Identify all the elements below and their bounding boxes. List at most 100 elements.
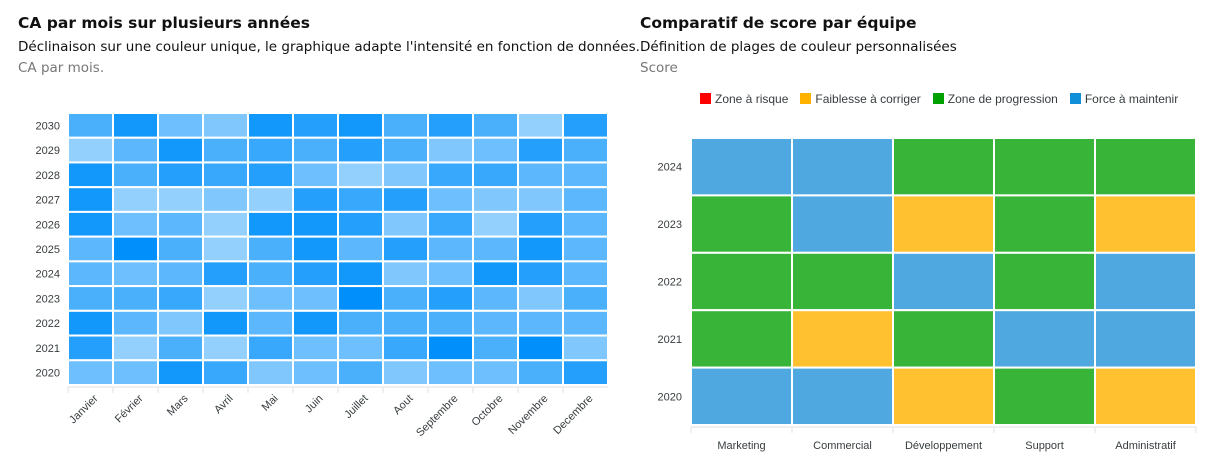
heatmap-cell [247, 359, 294, 387]
heatmap-cell [472, 136, 519, 164]
heatmap-cell [427, 186, 474, 213]
heatmap-cell [427, 210, 474, 238]
legend-item[interactable]: Zone de progression [932, 92, 1058, 106]
heatmap-cell [292, 235, 339, 263]
heatmap-cell [993, 366, 1096, 427]
heatmap-cell [112, 334, 159, 362]
heatmap-cell [337, 112, 384, 139]
heatmap-cell [517, 260, 564, 288]
heatmap-cell [427, 136, 474, 164]
x-tick-label: Développement [905, 440, 982, 452]
heatmap-cell [690, 309, 793, 369]
heatmap-cell [112, 309, 159, 337]
legend-swatch [932, 93, 944, 104]
heatmap-cell [791, 251, 894, 312]
heatmap-cell [112, 260, 159, 288]
heatmap-cell [292, 309, 339, 337]
heatmap-cell [157, 309, 204, 337]
heatmap-cell [382, 334, 429, 362]
heatmap-cell [112, 186, 159, 213]
heatmap-cell [292, 112, 339, 139]
heatmap-cell [157, 235, 204, 263]
heatmap-cell [337, 285, 384, 312]
heatmap-cell [337, 235, 384, 263]
heatmap-cell [562, 260, 609, 288]
y-tick-label: 2030 [36, 120, 60, 132]
x-tick-label: Mars [165, 392, 191, 418]
heatmap-cell [292, 285, 339, 312]
x-tick-label: Commercial [813, 440, 872, 452]
heatmap-cell [472, 285, 519, 312]
x-tick-label: Marketing [717, 440, 765, 452]
heatmap-cell [247, 260, 294, 288]
heatmap-cell [247, 112, 294, 139]
y-tick-label: 2020 [658, 391, 682, 403]
heatmap-cell [427, 161, 474, 189]
heatmap-cell [517, 334, 564, 362]
heatmap-cell [690, 251, 793, 312]
heatmap-cell [202, 309, 249, 337]
heatmap-cell [202, 136, 249, 164]
legend-item[interactable]: Faiblesse à corriger [800, 92, 921, 106]
heatmap-cell [112, 210, 159, 238]
heatmap-cell [791, 137, 894, 197]
heatmap-cell [993, 194, 1096, 254]
heatmap-cell [382, 136, 429, 164]
heatmap-cell [427, 235, 474, 263]
heatmap-cell [517, 309, 564, 337]
heatmap-cell [202, 359, 249, 387]
heatmap-cell [1094, 309, 1197, 369]
heatmap-cell [892, 251, 995, 312]
heatmap-cell [382, 210, 429, 238]
heatmap-cell [337, 260, 384, 288]
x-tick-label: Decembre [551, 393, 595, 437]
heatmap-cell [247, 334, 294, 362]
heatmap-cell [157, 359, 204, 387]
heatmap-cell [427, 309, 474, 337]
heatmap-cell [993, 137, 1096, 197]
heatmap-cell [472, 334, 519, 362]
left-chart-title: CA par mois sur plusieurs années [18, 14, 310, 32]
heatmap-cell [517, 235, 564, 263]
legend-label: Faiblesse à corriger [815, 92, 921, 106]
heatmap-cell [1094, 366, 1197, 427]
heatmap-cell [1094, 137, 1197, 197]
heatmap-cell [112, 235, 159, 263]
heatmap-cell [690, 137, 793, 197]
y-tick-label: 2024 [36, 269, 60, 281]
y-tick-label: 2025 [36, 244, 60, 256]
x-tick-label: Administratif [1115, 440, 1176, 452]
x-tick-label: Octobre [469, 393, 505, 429]
heatmap-cell [427, 260, 474, 288]
heatmap-cell [993, 251, 1096, 312]
y-tick-label: 2027 [36, 195, 60, 207]
heatmap-cell [562, 161, 609, 189]
heatmap-cell [157, 186, 204, 213]
heatmap-cell [337, 210, 384, 238]
heatmap-cell [337, 186, 384, 213]
heatmap-cell [892, 137, 995, 197]
heatmap-cell [337, 334, 384, 362]
y-tick-label: 2021 [36, 343, 60, 355]
y-tick-label: 2026 [36, 219, 60, 231]
heatmap-cell [427, 285, 474, 312]
heatmap-cell [292, 359, 339, 387]
legend-swatch [800, 93, 812, 104]
heatmap-cell [382, 186, 429, 213]
heatmap-cell [112, 161, 159, 189]
heatmap-cell [472, 210, 519, 238]
legend-item[interactable]: Zone à risque [700, 92, 788, 106]
heatmap-cell [472, 309, 519, 337]
heatmap-cell [157, 260, 204, 288]
x-tick-label: Février [113, 392, 146, 425]
legend-item[interactable]: Force à maintenir [1069, 92, 1178, 106]
heatmap-cell [993, 309, 1096, 369]
heatmap-cell [791, 194, 894, 254]
x-tick-label: Mai [260, 393, 281, 414]
heatmap-cell [292, 210, 339, 238]
left-chart-label: CA par mois. [18, 60, 105, 76]
heatmap-cell [337, 359, 384, 387]
heatmap-cell [791, 366, 894, 427]
legend-swatch [1069, 93, 1081, 104]
